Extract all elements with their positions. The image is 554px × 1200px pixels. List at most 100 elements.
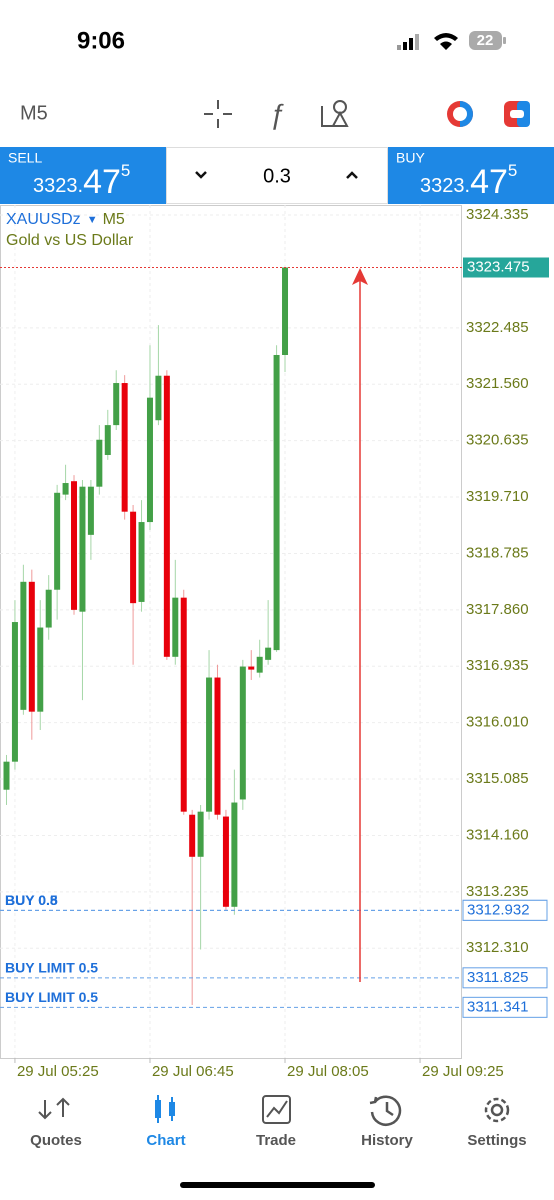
y-tick-label: 3320.635 — [466, 432, 529, 449]
sell-price-main: 3323. — [33, 175, 83, 197]
buy-price-main: 3323. — [420, 175, 470, 197]
one-click-button[interactable] — [447, 101, 473, 127]
order-price-label: 3311.825 — [467, 969, 528, 986]
crosshair-button[interactable] — [204, 100, 232, 128]
battery-cap — [503, 37, 506, 44]
arrow-head — [352, 268, 368, 285]
candle-body — [62, 483, 69, 495]
sell-price-big: 47 — [83, 163, 121, 201]
sell-price-small: 5 — [121, 161, 130, 180]
y-tick-label: 3315.085 — [466, 770, 529, 787]
volume[interactable]: 0.3 — [263, 165, 291, 187]
objects-button[interactable] — [321, 100, 349, 127]
order-label[interactable]: BUY 0.8 — [5, 892, 58, 908]
candle-body — [180, 597, 187, 812]
candle-body — [214, 677, 221, 815]
candle-body — [256, 656, 263, 673]
candle-body — [197, 811, 204, 857]
x-tick-label: 29 Jul 06:45 — [152, 1063, 234, 1080]
y-tick-label: 3324.335 — [466, 206, 529, 223]
candle-body — [206, 677, 213, 812]
candle-body — [20, 581, 27, 710]
candle-body — [130, 511, 137, 604]
sell-label: SELL — [8, 150, 42, 166]
symbol[interactable]: XAUUSDz — [6, 211, 81, 228]
candle-body — [11, 622, 18, 762]
order-label[interactable]: BUY LIMIT 0.5 — [5, 960, 98, 976]
y-tick-label: 3312.310 — [466, 939, 529, 956]
order-price-box — [462, 899, 548, 921]
tab-label[interactable]: Chart — [146, 1132, 185, 1149]
y-tick-label: 3316.010 — [466, 714, 529, 731]
order-price-label: 3311.341 — [467, 998, 528, 1015]
candle-body — [172, 597, 179, 657]
candle-body — [155, 375, 162, 421]
trade-icon — [262, 1095, 291, 1124]
plot — [0, 205, 462, 1063]
x-tick-label: 29 Jul 08:05 — [287, 1063, 369, 1080]
x-tick-label: 29 Jul 09:25 — [422, 1063, 504, 1080]
plot-frame — [0, 205, 462, 1059]
x-tick-label: 29 Jul 05:25 — [17, 1063, 99, 1080]
current-price-box — [463, 257, 549, 278]
chart-timeframe: M5 — [103, 211, 125, 228]
buy-price-big: 47 — [470, 163, 508, 201]
candle-body — [71, 481, 78, 610]
order-price-label: 3312.932 — [467, 901, 530, 918]
battery-icon — [469, 31, 502, 50]
buy-price-small: 5 — [508, 161, 517, 180]
settings-icon — [484, 1097, 510, 1123]
candle-body — [96, 439, 103, 487]
candle-body — [222, 816, 229, 907]
candle-body — [79, 486, 86, 612]
buy-button[interactable] — [388, 147, 554, 204]
order-price-box — [462, 967, 548, 989]
y-tick-label: 3322.485 — [466, 319, 529, 336]
candle-body — [28, 581, 35, 712]
order-label[interactable]: BUY LIMIT 0.5 — [5, 989, 98, 1005]
y-tick-label: 3319.710 — [466, 488, 529, 505]
candle-body — [87, 486, 94, 535]
y-tick-label: 3317.860 — [466, 601, 529, 618]
clock: 9:06 — [77, 27, 125, 54]
tab-label[interactable]: Trade — [256, 1132, 296, 1149]
candle-body — [248, 666, 255, 670]
timeframe-button[interactable]: M5 — [20, 102, 48, 124]
candle-body — [121, 383, 128, 512]
battery-level: 22 — [477, 32, 494, 49]
candle-body — [231, 802, 238, 907]
y-tick-label: 3313.235 — [466, 883, 529, 900]
trade-button[interactable] — [504, 101, 530, 127]
candle-body — [3, 761, 10, 790]
home-indicator — [180, 1182, 375, 1188]
candle-body — [54, 492, 61, 590]
symbol-description: Gold vs US Dollar — [6, 232, 134, 249]
history-icon — [369, 1095, 402, 1126]
tab-label[interactable]: History — [361, 1132, 413, 1149]
candle-body — [239, 666, 246, 800]
sell-button[interactable] — [0, 147, 166, 204]
candle-body — [265, 647, 272, 660]
order-label[interactable]: BUY 0.5 — [5, 892, 58, 908]
candle-body — [104, 425, 111, 455]
quotes-icon — [38, 1097, 70, 1120]
buy-label: BUY — [396, 150, 425, 166]
current-price-label: 3323.475 — [467, 258, 530, 275]
candle-body — [146, 397, 153, 523]
symbol-line: XAUUSDz ▼ M5 — [6, 211, 125, 228]
candle-body — [113, 383, 120, 426]
tab-label[interactable]: Settings — [467, 1132, 526, 1149]
tab-label[interactable]: Quotes — [30, 1132, 82, 1149]
wifi-icon — [434, 33, 458, 50]
volume-up[interactable] — [346, 171, 358, 179]
signal-icon — [397, 34, 419, 50]
candle-body — [37, 627, 44, 712]
candle-body — [189, 814, 196, 857]
y-tick-label: 3314.160 — [466, 826, 529, 843]
order-price-box — [462, 996, 548, 1018]
tab-bar: Quotes Chart Trade History Settings — [30, 1132, 526, 1149]
volume-down[interactable] — [195, 171, 207, 179]
indicators-button[interactable]: ƒ — [269, 98, 285, 129]
candle-body — [163, 375, 170, 657]
